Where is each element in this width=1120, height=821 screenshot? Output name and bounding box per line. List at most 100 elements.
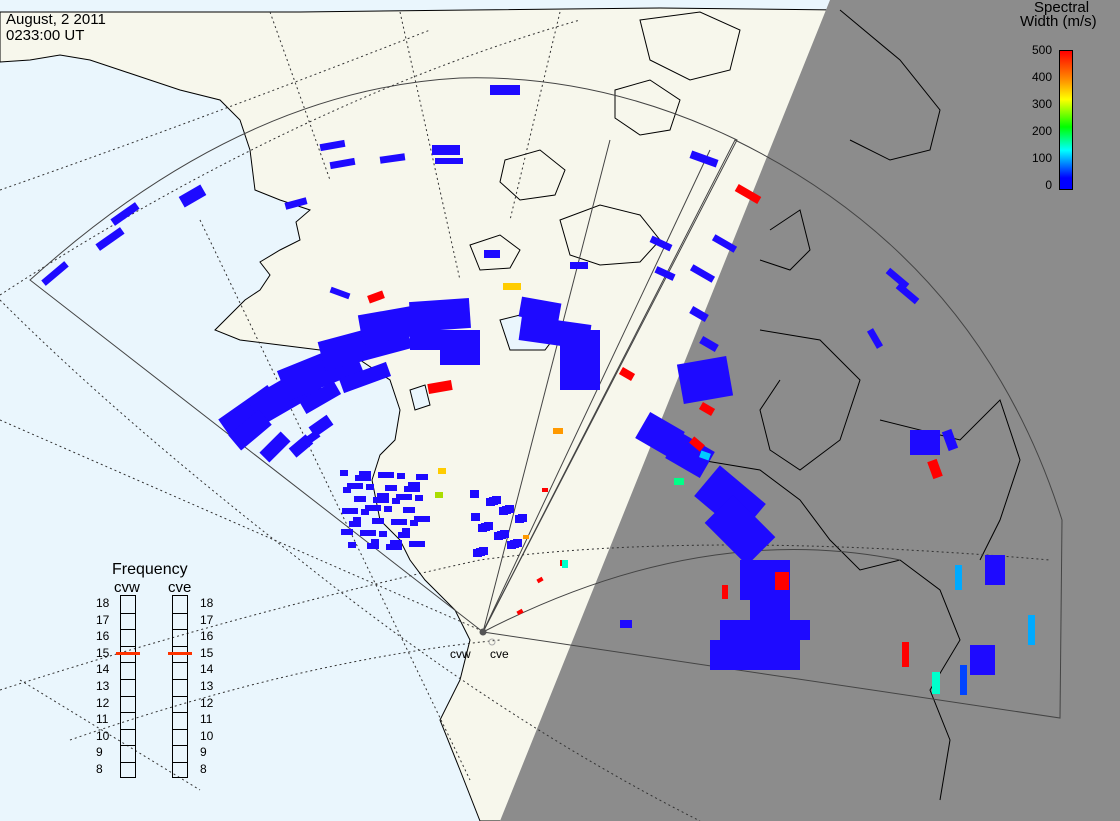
- scatter-cell: [348, 542, 356, 548]
- scatter-cell: [402, 528, 410, 534]
- scatter-cell: [427, 379, 453, 395]
- scatter-cell: [562, 560, 568, 568]
- scatter-cell: [618, 367, 636, 381]
- scatter-cell: [699, 336, 719, 352]
- scatter-cell: [490, 85, 520, 95]
- scatter-cell: [1028, 615, 1035, 645]
- scatter-cell: [910, 430, 940, 455]
- scatter-cell: [398, 532, 410, 538]
- scatter-cell: [359, 471, 371, 477]
- scatter-cell: [674, 478, 684, 485]
- frequency-marker-cve: [168, 652, 192, 656]
- scatter-cell: [343, 487, 351, 493]
- scatter-cell: [689, 436, 705, 452]
- scatter-cell: [319, 139, 346, 152]
- scatter-cell: [492, 496, 501, 504]
- scatter-cell: [985, 555, 1005, 585]
- scatter-cell: [960, 665, 967, 695]
- scatter-cell: [416, 474, 428, 480]
- scatter-cell: [41, 261, 69, 286]
- scatter-cell: [866, 328, 884, 349]
- scatter-cell: [722, 585, 728, 599]
- scatter-cell: [432, 145, 460, 155]
- colorbar-tick-label: 300: [1031, 97, 1052, 111]
- scatter-cell: [518, 296, 562, 324]
- scatter-cell: [471, 513, 480, 521]
- scatter-cell: [349, 521, 361, 527]
- scatter-cell: [357, 305, 423, 345]
- scatter-cell: [500, 530, 509, 538]
- frequency-tick-label: 12: [96, 695, 110, 710]
- scatter-cell: [404, 486, 420, 492]
- scatter-cell: [518, 514, 527, 522]
- frequency-tick-label: 16: [200, 629, 214, 644]
- colorbar-tick-label: 400: [1031, 70, 1052, 84]
- scatter-cell: [367, 290, 385, 304]
- lake: [409, 384, 431, 411]
- scatter-cell: [110, 202, 140, 226]
- frequency-scale-cve: [172, 595, 188, 778]
- scatter-cell: [689, 264, 716, 283]
- scatter-cell: [347, 483, 363, 489]
- scatter-cell: [365, 505, 381, 511]
- site-label-cvw: cvw: [450, 647, 471, 661]
- frequency-title: Frequency: [112, 561, 188, 578]
- scatter-cell: [649, 235, 673, 252]
- scatter-cell: [955, 565, 962, 590]
- scatter-cell: [523, 535, 529, 539]
- scatter-cell: [505, 505, 514, 513]
- scatter-cell: [689, 306, 709, 322]
- scatter-cell: [378, 472, 394, 478]
- scatter-cell: [396, 494, 412, 500]
- scatter-cell: [372, 518, 384, 524]
- scatter-cell: [414, 516, 430, 522]
- scatter-cell: [654, 266, 676, 281]
- frequency-tick-label: 17: [200, 612, 214, 627]
- scatter-cell: [415, 495, 423, 501]
- scatter-cell: [403, 507, 415, 513]
- frequency-tick-label: 15: [96, 645, 110, 660]
- coastline: [699, 9, 1021, 801]
- scatter-cell: [385, 485, 397, 491]
- frequency-tick-label: 14: [200, 662, 214, 677]
- scatter-cell: [391, 519, 407, 525]
- scatter-cell: [353, 517, 361, 523]
- scatter-cell: [932, 672, 940, 694]
- frequency-radar-label-cvw: cvw: [114, 579, 140, 596]
- scatter-cell: [329, 286, 351, 300]
- scatter-cell: [484, 522, 493, 530]
- scatter-cell: [409, 297, 471, 333]
- frequency-scale-cvw: [120, 595, 136, 778]
- frequency-marker-cvw: [116, 652, 140, 656]
- frequency-tick-label: 14: [96, 662, 110, 677]
- night-shading: [500, 0, 1120, 821]
- colorbar-tick-label: 100: [1031, 151, 1052, 165]
- scatter-cell: [902, 642, 909, 667]
- frequency-tick-label: 12: [200, 695, 214, 710]
- frequency-tick-label: 11: [200, 712, 213, 727]
- scatter-cell: [536, 576, 544, 584]
- arctic-island: [499, 149, 566, 201]
- scatter-cell: [178, 184, 207, 208]
- scatter-cell: [970, 645, 995, 675]
- scatter-cell: [340, 470, 348, 476]
- scatter-cell: [228, 409, 272, 451]
- scatter-cell: [620, 620, 632, 628]
- scatter-cell: [95, 227, 125, 251]
- scatter-cell: [284, 197, 308, 210]
- frequency-tick-label: 18: [96, 596, 110, 610]
- scatter-cell: [435, 492, 443, 498]
- scatter-cell: [503, 283, 521, 290]
- scatter-cell: [435, 158, 463, 164]
- scatter-cell: [366, 484, 374, 490]
- colorbar-title-line1: Spectral: [1034, 0, 1090, 16]
- scatter-cell: [479, 547, 488, 555]
- frequency-tick-label: 13: [96, 679, 110, 693]
- scatter-cell: [895, 282, 920, 305]
- scatter-cell: [410, 520, 418, 526]
- scatter-cell: [329, 157, 356, 170]
- scatter-cell: [397, 473, 405, 479]
- scatter-cell: [470, 490, 479, 498]
